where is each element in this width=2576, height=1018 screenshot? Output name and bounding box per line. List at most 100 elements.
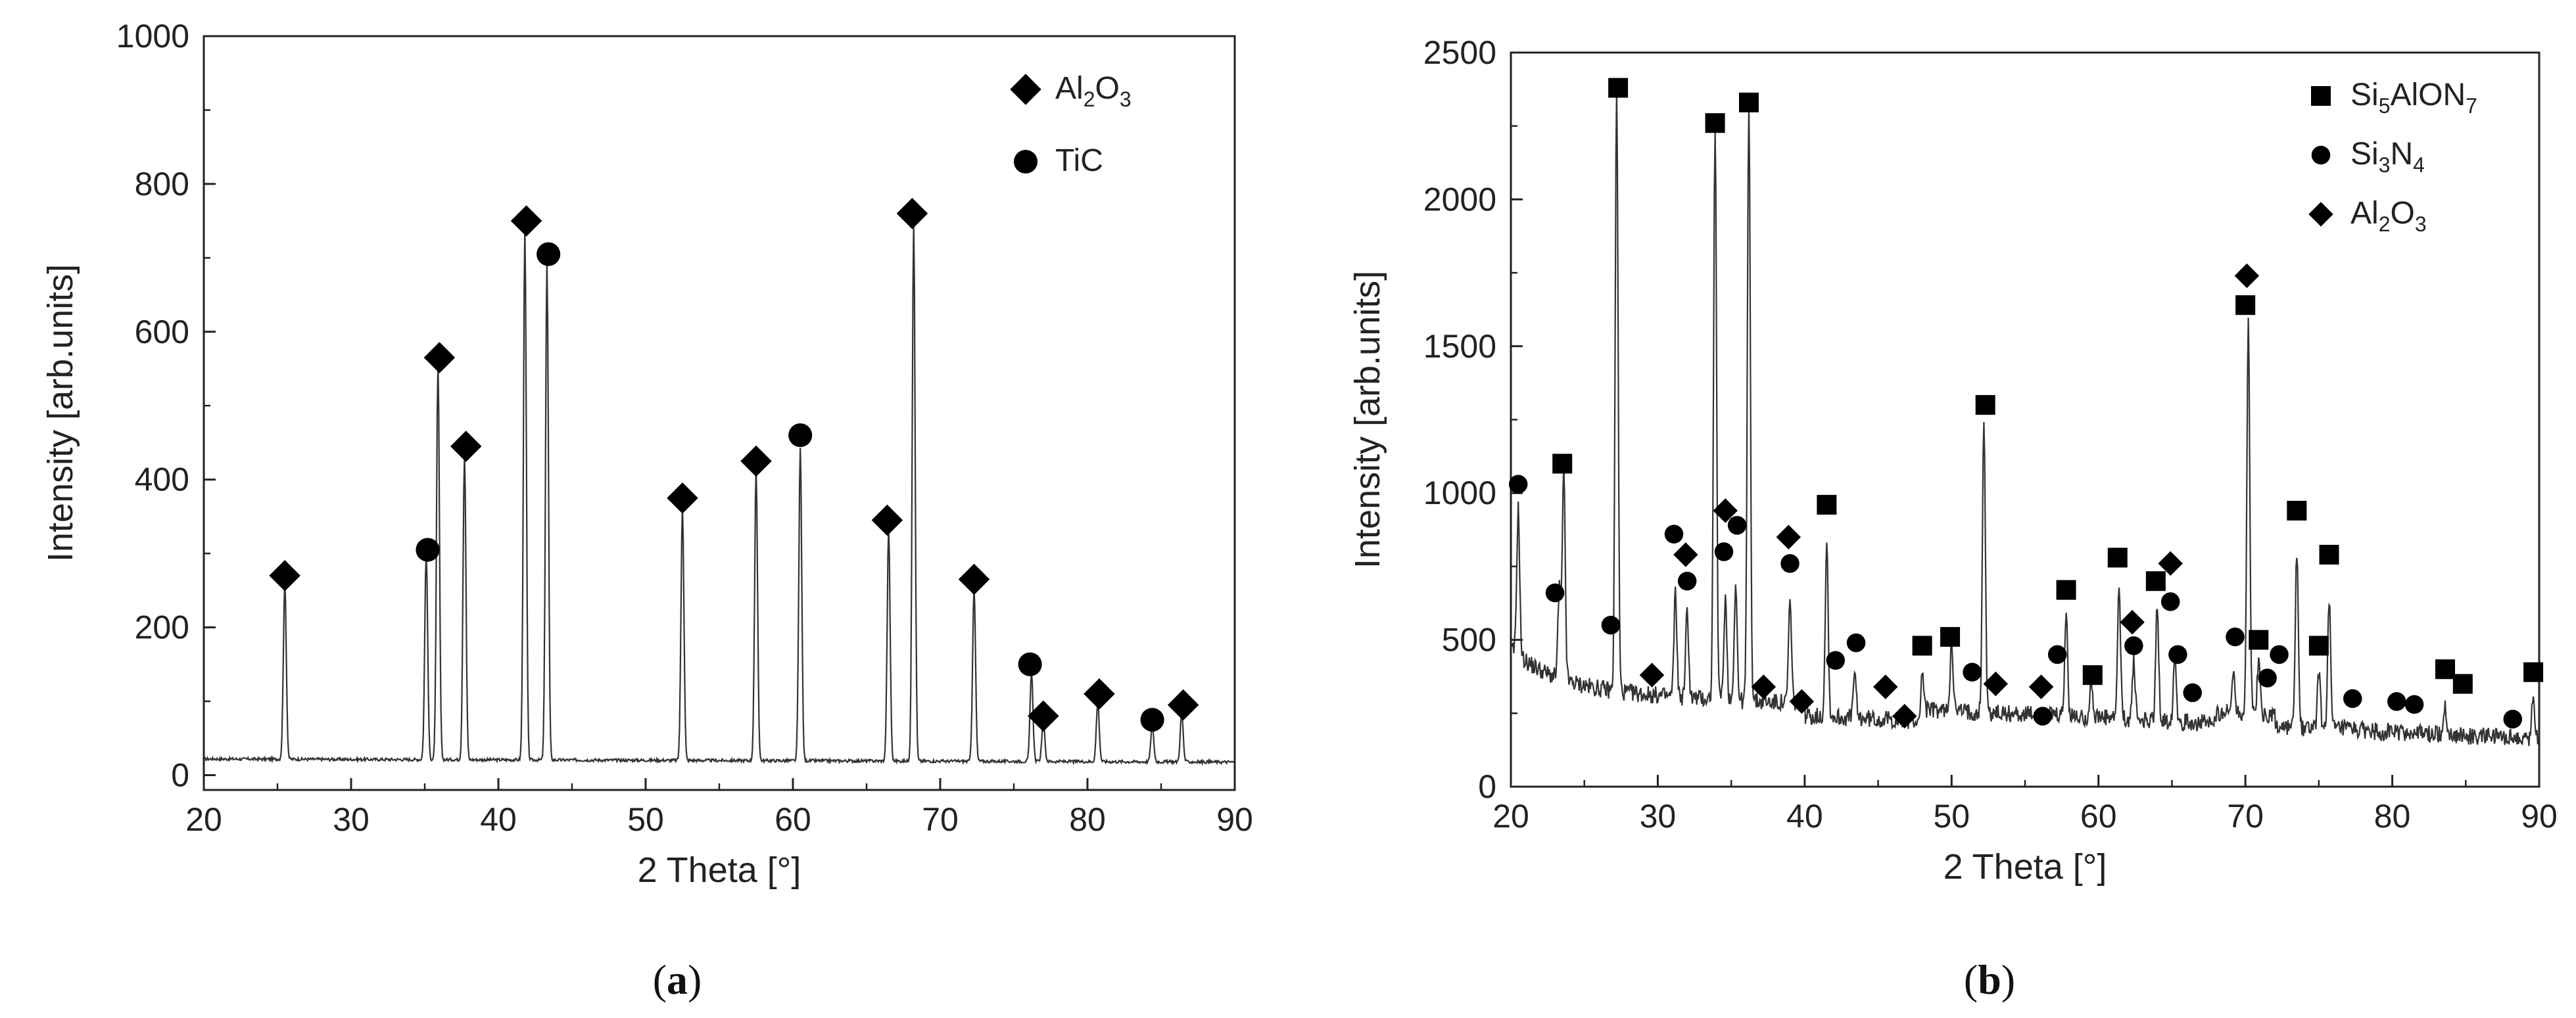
peak-marker-si5alon7 xyxy=(1738,92,1759,112)
peak-marker-si3n4 xyxy=(1677,571,1697,591)
y-tick-label: 200 xyxy=(135,609,189,646)
chart-panel-b: 20 30 40 50 60 70 80 90 0 500 1000 1500 2000 2500 2 Th… xyxy=(1348,34,2558,1003)
x-tick-label: 60 xyxy=(2080,798,2117,835)
peak-marker-si5alon7 xyxy=(2235,295,2256,315)
peak-marker-si5alon7 xyxy=(2319,545,2339,565)
peak-marker-si5alon7 xyxy=(2523,662,2544,682)
diffraction-pattern-line xyxy=(204,220,1235,766)
legend-label: Al2O3 xyxy=(2350,196,2427,236)
x-tick-label: 80 xyxy=(1069,801,1106,838)
y-tick-label: 0 xyxy=(1478,768,1496,805)
peak-marker-al2o3 xyxy=(1983,671,2009,697)
legend-symbol-diamond xyxy=(2308,202,2333,227)
y-tick-label: 600 xyxy=(135,313,189,350)
peak-marker-si3n4 xyxy=(1846,633,1866,653)
peak-marker-al2o3 xyxy=(2028,674,2054,699)
diffraction-pattern-line xyxy=(1511,89,2539,747)
peak-marker-si3n4 xyxy=(2270,645,2289,664)
peak-marker-al2o3 xyxy=(1892,704,1917,729)
peak-marker-tic xyxy=(416,538,440,562)
peak-marker-si3n4 xyxy=(1601,616,1621,635)
peak-marker-si3n4 xyxy=(1727,516,1747,535)
peak-marker-al2o3 xyxy=(1028,700,1059,732)
peak-marker-tic xyxy=(1140,708,1164,732)
y-tick-label: 2000 xyxy=(1423,181,1496,218)
x-tick-label: 30 xyxy=(333,801,370,838)
peak-marker-al2o3 xyxy=(2158,551,2183,576)
peak-marker-si5alon7 xyxy=(1705,113,1725,133)
panel-label: (a) xyxy=(653,956,702,1003)
x-tick-label: 70 xyxy=(922,801,959,838)
x-tick-label: 40 xyxy=(1786,798,1823,835)
x-axis-title: 2 Theta [°] xyxy=(1944,847,2107,887)
x-tick-label: 50 xyxy=(1933,798,1970,835)
peak-marker-al2o3 xyxy=(423,342,456,373)
peak-marker-si5alon7 xyxy=(2308,636,2329,656)
peak-marker-si5alon7 xyxy=(1940,627,1961,647)
peak-marker-al2o3 xyxy=(1167,689,1199,721)
peak-marker-si3n4 xyxy=(2404,695,2424,714)
peak-marker-al2o3 xyxy=(667,482,698,514)
legend-symbol-square xyxy=(2311,86,2331,106)
peak-marker-al2o3 xyxy=(1713,498,1738,523)
y-tick-label: 0 xyxy=(171,757,189,794)
peak-marker-al2o3 xyxy=(2234,263,2260,289)
peak-marker-si5alon7 xyxy=(1817,495,1837,515)
peak-marker-si3n4 xyxy=(2168,645,2187,664)
peak-marker-si3n4 xyxy=(1963,662,1982,682)
peak-marker-al2o3 xyxy=(958,563,990,595)
legend-label: TiC xyxy=(1055,143,1103,178)
peak-marker-si5alon7 xyxy=(2435,659,2456,680)
peak-marker-si3n4 xyxy=(2503,709,2523,729)
peak-marker-si3n4 xyxy=(1714,542,1734,561)
peak-marker-si5alon7 xyxy=(2249,630,2269,650)
y-tick-label: 1500 xyxy=(1423,328,1496,365)
legend-label: Si3N4 xyxy=(2350,137,2425,177)
panel-label: (b) xyxy=(1964,956,2015,1003)
peak-marker-al2o3 xyxy=(450,430,482,462)
x-tick-label: 50 xyxy=(627,801,664,838)
x-tick-label: 90 xyxy=(1216,801,1253,838)
legend-label: Al2O3 xyxy=(1055,71,1132,111)
legend-symbol-circle xyxy=(2311,145,2331,165)
peak-marker-si3n4 xyxy=(2124,636,2143,655)
x-tick-label: 90 xyxy=(2521,798,2558,835)
peak-marker-si5alon7 xyxy=(2056,580,2076,600)
x-tick-label: 20 xyxy=(185,801,222,838)
peak-marker-al2o3 xyxy=(740,445,772,477)
peak-marker-tic xyxy=(1018,652,1042,676)
peak-marker-si3n4 xyxy=(1664,524,1684,544)
peak-marker-si3n4 xyxy=(2258,668,2277,687)
peak-marker-al2o3 xyxy=(1673,542,1698,567)
y-axis-title: Intensity [arb.units] xyxy=(1348,271,1387,568)
peak-marker-si5alon7 xyxy=(1975,395,1995,415)
x-tick-label: 20 xyxy=(1492,798,1529,835)
y-tick-label: 400 xyxy=(135,461,189,498)
peak-marker-si3n4 xyxy=(2033,706,2053,726)
peak-marker-si3n4 xyxy=(2387,692,2406,711)
peak-marker-al2o3 xyxy=(2120,610,2145,635)
peak-marker-al2o3 xyxy=(896,198,928,229)
peak-marker-al2o3 xyxy=(1872,674,1898,699)
peak-marker-si5alon7 xyxy=(2107,547,2128,568)
peak-marker-si5alon7 xyxy=(2145,571,2166,591)
peak-marker-al2o3 xyxy=(1789,689,1815,714)
peak-marker-si3n4 xyxy=(1780,554,1800,573)
legend-symbol-circle xyxy=(1013,149,1038,174)
peak-marker-si3n4 xyxy=(1508,474,1528,494)
peak-marker-al2o3 xyxy=(269,560,300,591)
peak-marker-si3n4 xyxy=(2343,689,2362,708)
legend-symbol-diamond xyxy=(1010,74,1041,105)
peak-marker-si3n4 xyxy=(2160,592,2180,611)
peak-marker-al2o3 xyxy=(871,504,903,536)
peak-marker-si3n4 xyxy=(1545,583,1565,603)
peak-marker-al2o3 xyxy=(1776,524,1801,549)
peak-marker-si5alon7 xyxy=(2452,674,2473,694)
chart-panel-a: 20 30 40 50 60 70 80 90 0 200 400 600 800 1000 2 Theta… xyxy=(41,18,1253,1003)
peak-marker-tic xyxy=(788,423,813,448)
peak-marker-si3n4 xyxy=(2183,683,2202,703)
peak-marker-si3n4 xyxy=(2226,627,2245,647)
peak-marker-si5alon7 xyxy=(1912,636,1932,656)
peak-marker-si5alon7 xyxy=(2082,665,2103,685)
